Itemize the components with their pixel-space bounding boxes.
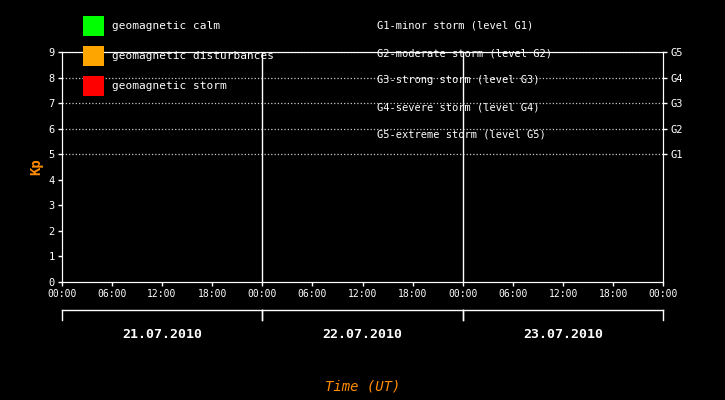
Text: geomagnetic storm: geomagnetic storm (112, 81, 227, 91)
Text: geomagnetic calm: geomagnetic calm (112, 21, 220, 31)
Text: G4-severe storm (level G4): G4-severe storm (level G4) (377, 102, 539, 112)
Text: G2-moderate storm (level G2): G2-moderate storm (level G2) (377, 48, 552, 58)
Y-axis label: Kp: Kp (29, 159, 43, 175)
Text: G3-strong storm (level G3): G3-strong storm (level G3) (377, 75, 539, 85)
Text: G1-minor storm (level G1): G1-minor storm (level G1) (377, 21, 534, 31)
Text: 23.07.2010: 23.07.2010 (523, 328, 603, 341)
Text: 21.07.2010: 21.07.2010 (122, 328, 202, 341)
Text: geomagnetic disturbances: geomagnetic disturbances (112, 51, 274, 61)
Text: G5-extreme storm (level G5): G5-extreme storm (level G5) (377, 130, 546, 140)
Text: 22.07.2010: 22.07.2010 (323, 328, 402, 341)
Text: Time (UT): Time (UT) (325, 380, 400, 394)
